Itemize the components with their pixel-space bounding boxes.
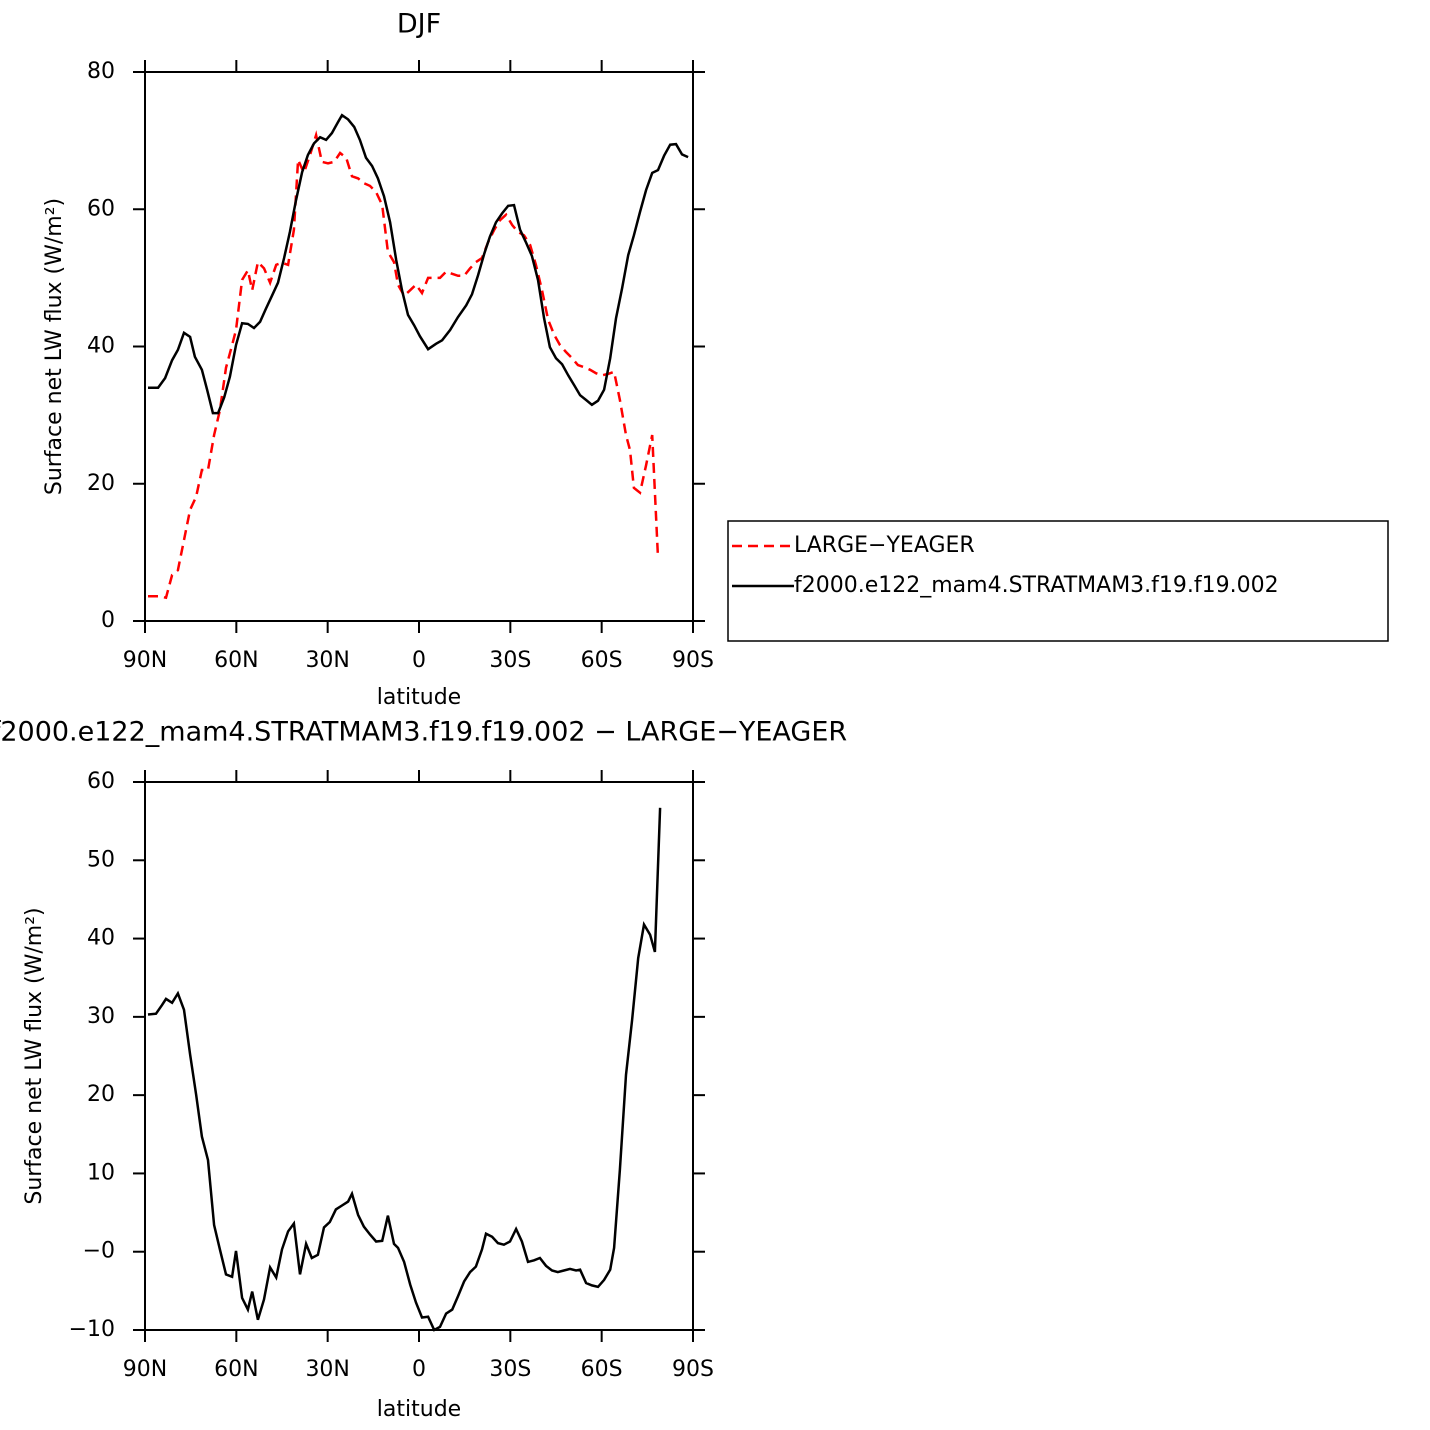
x-tick-label: 90N xyxy=(123,648,167,673)
y-tick-label: 40 xyxy=(87,926,115,951)
y-tick-label: 80 xyxy=(87,59,115,84)
x-tick-label: 30N xyxy=(305,648,349,673)
y-tick-label: 0 xyxy=(101,608,115,633)
x-tick-label: 0 xyxy=(412,648,426,673)
y-tick-label: 60 xyxy=(87,769,115,794)
x-tick-label: 0 xyxy=(412,1357,426,1382)
legend-label: LARGE−YEAGER xyxy=(794,533,975,558)
x-tick-label: 60N xyxy=(214,1357,258,1382)
y-tick-label: 20 xyxy=(87,471,115,496)
y-tick-label: 60 xyxy=(87,196,115,221)
plot-frame xyxy=(144,71,694,622)
data-line xyxy=(147,807,662,1332)
x-axis-label: latitude xyxy=(377,1397,461,1422)
y-tick-label: 20 xyxy=(87,1082,115,1107)
x-tick-label: 30N xyxy=(305,1357,349,1382)
y-axis-label: Surface net LW flux (W/m²) xyxy=(42,198,67,495)
x-tick-label: 30S xyxy=(489,648,531,673)
y-axis-label: Surface net LW flux (W/m²) xyxy=(22,907,47,1204)
chart-title: DJF xyxy=(397,9,441,40)
x-tick-label: 60N xyxy=(214,648,258,673)
x-tick-label: 90S xyxy=(672,1357,714,1382)
legend-box xyxy=(727,520,1389,642)
x-tick-label: 30S xyxy=(489,1357,531,1382)
x-tick-label: 60S xyxy=(581,648,623,673)
x-axis-label: latitude xyxy=(377,685,461,710)
y-tick-label: −10 xyxy=(69,1317,115,1342)
y-tick-label: −0 xyxy=(83,1239,115,1264)
x-tick-label: 90S xyxy=(672,648,714,673)
y-tick-label: 10 xyxy=(87,1160,115,1185)
x-tick-label: 60S xyxy=(581,1357,623,1382)
data-line xyxy=(148,113,689,415)
y-tick-label: 50 xyxy=(87,847,115,872)
y-tick-label: 30 xyxy=(87,1004,115,1029)
x-tick-label: 90N xyxy=(123,1357,167,1382)
chart-title: f2000.e122_mam4.STRATMAM3.f19.f19.002 − … xyxy=(0,717,847,748)
legend-label: f2000.e122_mam4.STRATMAM3.f19.f19.002 xyxy=(794,573,1279,598)
y-tick-label: 40 xyxy=(87,334,115,359)
data-line xyxy=(148,130,660,600)
plot-frame xyxy=(144,781,694,1331)
